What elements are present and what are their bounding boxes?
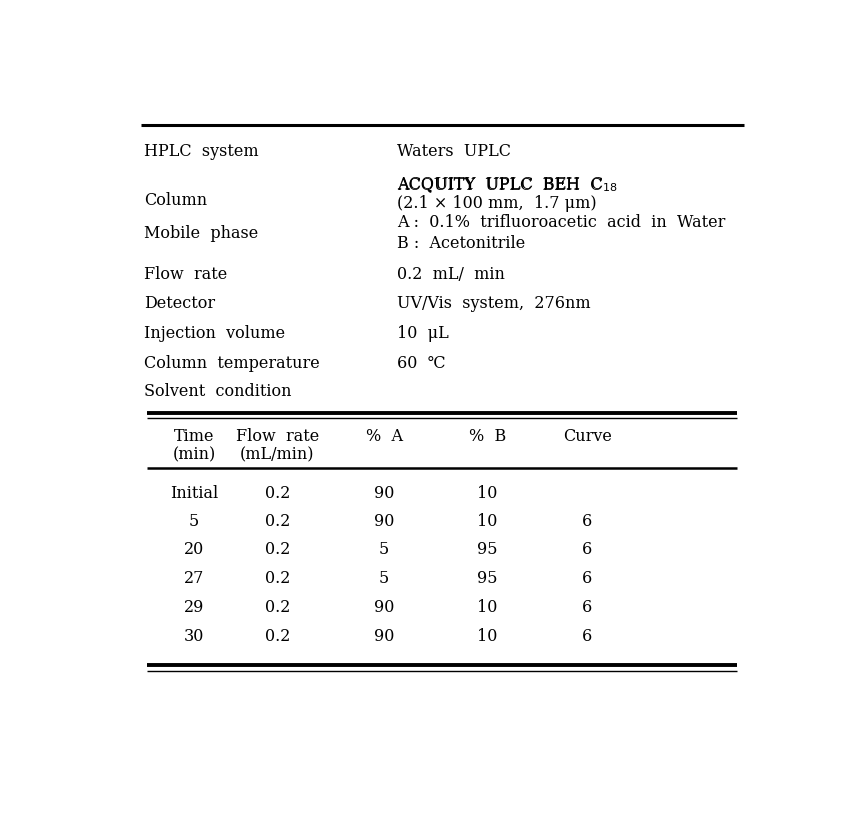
Text: 0.2: 0.2: [265, 512, 290, 529]
Text: 0.2: 0.2: [265, 599, 290, 615]
Text: ACQUITY  UPLC  BEH  C$_{18}$: ACQUITY UPLC BEH C$_{18}$: [397, 175, 618, 193]
Text: 10  μL: 10 μL: [397, 325, 449, 342]
Text: 0.2: 0.2: [265, 541, 290, 558]
Text: Injection  volume: Injection volume: [144, 325, 286, 342]
Text: (2.1 × 100 mm,  1.7 μm): (2.1 × 100 mm, 1.7 μm): [397, 195, 597, 212]
Text: ACQUITY  UPLC  BEH  C: ACQUITY UPLC BEH C: [397, 176, 603, 192]
Text: 5: 5: [379, 541, 390, 558]
Text: 30: 30: [184, 627, 205, 644]
Text: 6: 6: [582, 541, 593, 558]
Text: Curve: Curve: [563, 428, 611, 445]
Text: %  A: % A: [366, 428, 402, 445]
Text: 29: 29: [184, 599, 205, 615]
Text: 10: 10: [477, 485, 498, 502]
Text: Flow  rate: Flow rate: [144, 266, 227, 283]
Text: 5: 5: [379, 569, 390, 586]
Text: 10: 10: [477, 512, 498, 529]
Text: 6: 6: [582, 569, 593, 586]
Text: HPLC  system: HPLC system: [144, 143, 259, 161]
Text: 27: 27: [184, 569, 205, 586]
Text: Flow  rate: Flow rate: [236, 428, 319, 445]
Text: 60  ℃: 60 ℃: [397, 354, 446, 371]
Text: 6: 6: [582, 599, 593, 615]
Text: Detector: Detector: [144, 294, 215, 312]
Text: 5: 5: [189, 512, 200, 529]
Text: 0.2  mL/  min: 0.2 mL/ min: [397, 266, 506, 283]
Text: Initial: Initial: [170, 485, 218, 502]
Text: Mobile  phase: Mobile phase: [144, 225, 258, 242]
Text: %  B: % B: [469, 428, 506, 445]
Text: 0.2: 0.2: [265, 627, 290, 644]
Text: 10: 10: [477, 627, 498, 644]
Text: Column: Column: [144, 191, 207, 209]
Text: 90: 90: [374, 512, 394, 529]
Text: Column  temperature: Column temperature: [144, 354, 320, 371]
Text: 6: 6: [582, 627, 593, 644]
Text: A :  0.1%  trifluoroacetic  acid  in  Water: A : 0.1% trifluoroacetic acid in Water: [397, 214, 726, 231]
Text: 90: 90: [374, 627, 394, 644]
Text: 10: 10: [477, 599, 498, 615]
Text: 0.2: 0.2: [265, 485, 290, 502]
Text: (min): (min): [173, 446, 216, 463]
Text: UV/Vis  system,  276nm: UV/Vis system, 276nm: [397, 294, 591, 312]
Text: Time: Time: [174, 428, 214, 445]
Text: 90: 90: [374, 599, 394, 615]
Text: 0.2: 0.2: [265, 569, 290, 586]
Text: Solvent  condition: Solvent condition: [144, 383, 292, 400]
Text: Waters  UPLC: Waters UPLC: [397, 143, 512, 161]
Text: 95: 95: [477, 569, 498, 586]
Text: B :  Acetonitrile: B : Acetonitrile: [397, 235, 525, 252]
Text: 20: 20: [184, 541, 205, 558]
Text: 90: 90: [374, 485, 394, 502]
Text: 95: 95: [477, 541, 498, 558]
Text: 6: 6: [582, 512, 593, 529]
Text: (mL/min): (mL/min): [240, 446, 315, 463]
